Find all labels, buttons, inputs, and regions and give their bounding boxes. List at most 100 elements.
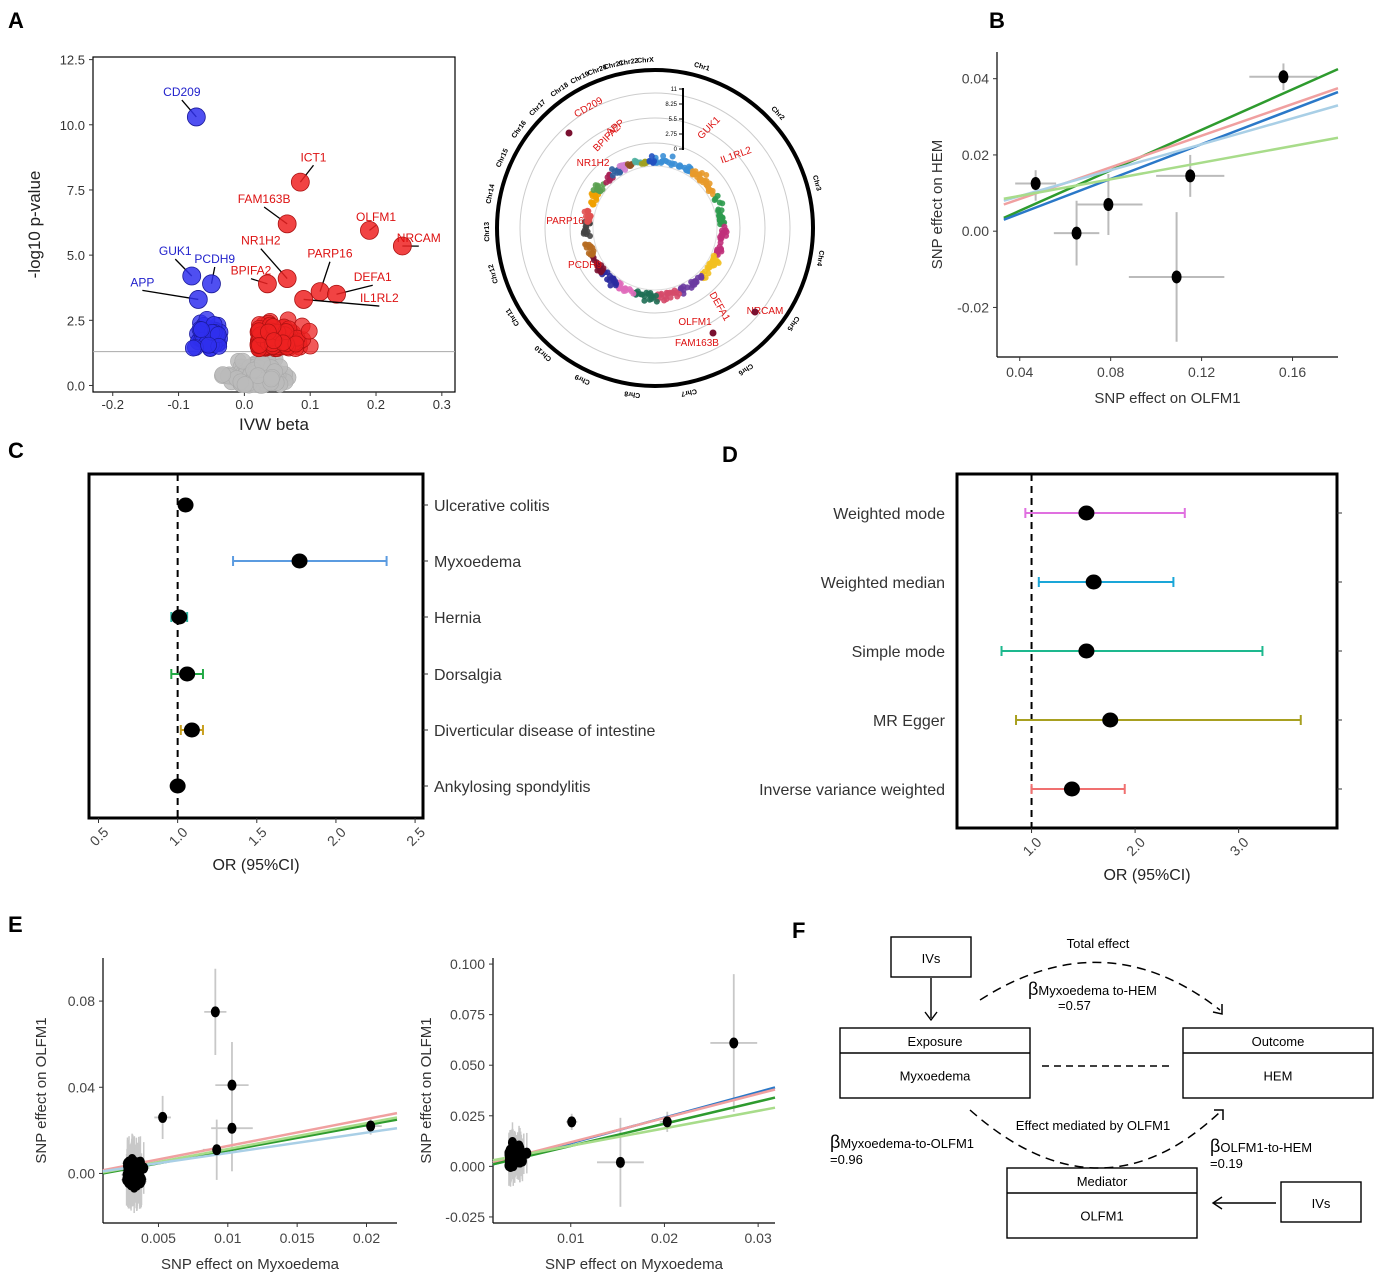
x-axis-label: SNP effect on Myxoedema	[161, 1256, 340, 1273]
y-axis-label: SNP effect on OLFM1	[418, 1017, 435, 1163]
mediator-value: OLFM1	[1080, 1209, 1123, 1224]
circos-point	[598, 268, 605, 275]
circos-point	[607, 282, 614, 289]
circos-point	[711, 262, 718, 269]
circos-point	[657, 291, 664, 298]
chromosome-label: Chr3	[811, 175, 822, 192]
circos-point	[584, 228, 591, 235]
circos-point	[661, 157, 668, 164]
regression-line	[492, 1088, 776, 1164]
E_left-plot: 0.005 0.01 0.015 0.02 0.00 0.04 0.08 SNP effect…	[33, 958, 398, 1273]
circos-point	[664, 290, 671, 297]
or-point	[1085, 574, 1102, 590]
exposure-value: Myxoedema	[900, 1069, 972, 1084]
snp-point	[227, 1079, 237, 1091]
panel-letter-b: B	[989, 8, 1005, 33]
circos-point	[715, 206, 722, 213]
circos-highlight-point	[565, 129, 573, 137]
mediation-diagram: IVs IVs Exposure Myxoedema Outcome HEM Mediato…	[830, 936, 1374, 1239]
snp-point	[210, 1006, 220, 1018]
circos-point	[680, 283, 687, 290]
exposure-header: Exposure	[908, 1034, 963, 1049]
circos-plot: Chr1Chr2Chr3Chr4Chr5Chr6Chr7Chr8Chr9Chr1…	[484, 57, 825, 399]
row-label: Diverticular disease of intestine	[434, 723, 656, 740]
circos-gene-label: CD209	[573, 95, 606, 120]
x-axis-label: SNP effect on Myxoedema	[545, 1256, 724, 1273]
or-point	[169, 778, 186, 794]
row-label: Simple mode	[852, 644, 945, 661]
or-point	[1063, 781, 1080, 797]
chromosome-label: ChrX	[637, 57, 654, 65]
arrowhead	[1211, 1196, 1223, 1210]
or-point	[291, 553, 308, 569]
row-label: Weighted mode	[833, 506, 945, 523]
panel-letter-d: D	[722, 442, 738, 467]
circos-gene-label: NRCAM	[747, 306, 784, 317]
or-point	[177, 497, 194, 513]
circos-point	[703, 171, 710, 178]
row-label: Ulcerative colitis	[434, 498, 550, 515]
beta-b-label: βOLFM1-to-HEM	[1210, 1136, 1312, 1156]
circos-point	[582, 241, 589, 248]
circos-point	[611, 168, 618, 175]
point-labeled	[188, 290, 208, 309]
circos-grid-ring	[569, 142, 741, 314]
row-label: Weighted median	[821, 575, 945, 592]
regression-line	[1003, 68, 1339, 219]
circos-point	[581, 208, 588, 215]
circos-axis-label: 5.5	[669, 117, 678, 123]
y-tick-label: 7.5	[67, 183, 85, 198]
snp-point	[128, 1166, 138, 1178]
x-tick-label: 0.02	[651, 1230, 678, 1246]
x-tick-label: 0.03	[745, 1230, 772, 1246]
x-tick-label: 0.3	[433, 397, 451, 412]
point-labeled	[327, 284, 346, 304]
snp-point	[158, 1111, 168, 1123]
y-tick-label: 0.04	[962, 71, 989, 87]
circos-point	[660, 153, 667, 160]
regression-line	[1003, 136, 1339, 201]
snp-point	[1030, 177, 1041, 191]
plot-frame	[87, 472, 425, 820]
y-tick-label: 0.00	[68, 1165, 95, 1181]
point-up	[265, 332, 283, 350]
circos-point	[590, 201, 597, 208]
circos-point	[595, 184, 602, 191]
snp-point	[1278, 70, 1289, 84]
regression-line	[1003, 90, 1339, 221]
outcome-header: Outcome	[1252, 1034, 1305, 1049]
point-labeled	[290, 172, 310, 192]
gene-label: FAM163B	[238, 192, 291, 206]
x-tick-label: -0.1	[167, 397, 189, 412]
x-tick-label: 2.0	[1123, 834, 1148, 859]
total-effect-arc	[979, 961, 1221, 1011]
circos-point	[590, 186, 597, 193]
x-tick-label: 1.0	[166, 824, 191, 849]
row-label: MR Egger	[873, 713, 946, 730]
x-tick-label: 0.2	[367, 397, 385, 412]
circos-point	[681, 164, 688, 171]
gene-label: DEFA1	[354, 270, 392, 284]
y-tick-label: 0.0	[67, 378, 85, 393]
ivs-top-box	[890, 936, 972, 978]
circos-point	[652, 292, 659, 299]
circos-point	[606, 277, 613, 284]
chromosome-label: Chr9	[574, 372, 592, 385]
point-ns	[236, 376, 254, 393]
snp-point	[1185, 169, 1196, 183]
snp-point	[662, 1116, 672, 1128]
snp-point	[227, 1122, 237, 1134]
snp-point	[1171, 270, 1182, 284]
circos-gene-label: FAM163B	[675, 338, 719, 349]
circos-point	[712, 195, 719, 202]
circos-gene-label: OLFM1	[678, 317, 712, 328]
gene-label: NRCAM	[397, 231, 441, 245]
gene-label: CD209	[163, 85, 201, 99]
circos-point	[638, 160, 645, 167]
circos-gene-label: NR1H2	[577, 158, 610, 169]
chromosome-label: Chr1	[693, 62, 710, 73]
x-tick-label: 0.12	[1188, 364, 1215, 380]
circos-point	[616, 163, 623, 170]
circos-axis-label: 8.25	[665, 102, 677, 108]
